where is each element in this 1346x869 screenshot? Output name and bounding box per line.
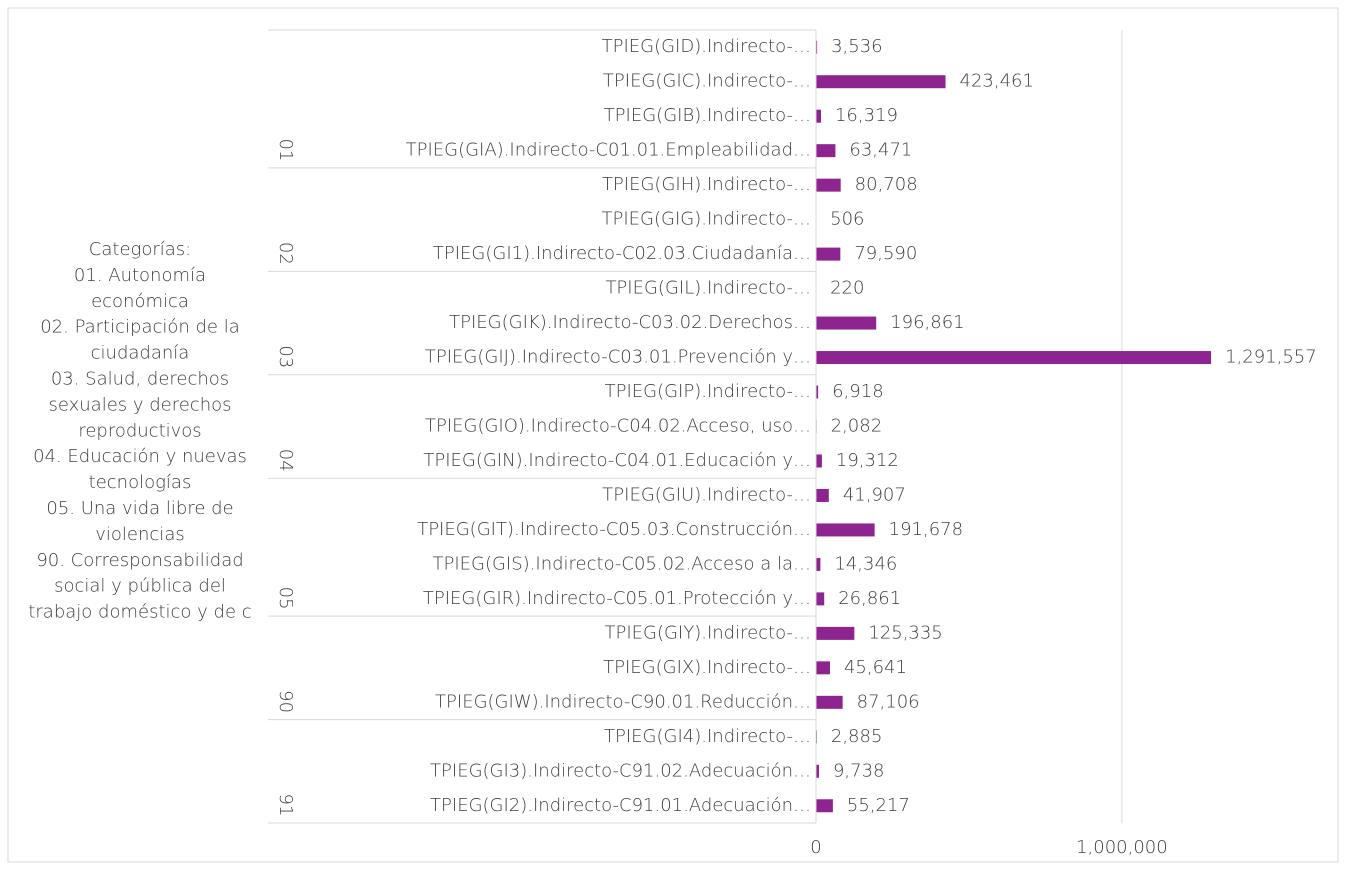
value-label: 16,319 xyxy=(835,105,898,126)
value-label: 55,217 xyxy=(847,795,910,816)
bar xyxy=(816,799,833,813)
y-tick-label: TPIEG(GIL).Indirecto-… xyxy=(605,278,811,299)
y-tick-label: TPIEG(GIC).Indirecto-… xyxy=(603,71,811,92)
side-text: Categorías: xyxy=(89,239,191,260)
y-tick-label: TPIEG(GIT).Indirecto-C05.03.Construcción… xyxy=(417,519,811,540)
y-tick-label: TPIEG(GIX).Indirecto-… xyxy=(603,657,811,678)
y-tick-label: TPIEG(GIW).Indirecto-C90.01.Reducción… xyxy=(435,691,811,712)
value-label: 196,861 xyxy=(890,312,964,333)
group-label: 02 xyxy=(275,242,296,265)
bar xyxy=(816,144,836,158)
value-label: 19,312 xyxy=(836,450,899,471)
value-label: 41,907 xyxy=(843,484,906,505)
bar xyxy=(816,488,829,502)
side-text: 90. Corresponsabilidad xyxy=(36,550,243,571)
group-label: 05 xyxy=(275,587,296,610)
y-tick-label: TPIEG(GIU).Indirecto-… xyxy=(602,484,811,505)
group-label: 01 xyxy=(275,138,296,161)
y-tick-label: TPIEG(GIR).Indirecto-C05.01.Protección y… xyxy=(423,588,811,609)
bar xyxy=(816,661,830,675)
side-text: violencias xyxy=(95,524,184,545)
side-text: ciudadanía xyxy=(91,343,190,364)
y-tick-label: TPIEG(GIN).Indirecto-C04.01.Educación y… xyxy=(423,450,811,471)
value-label: 423,461 xyxy=(960,71,1034,92)
value-label: 45,641 xyxy=(844,657,907,678)
bar xyxy=(816,764,819,778)
group-label: 03 xyxy=(275,345,296,368)
y-tick-label: TPIEG(GIS).Indirecto-C05.02.Acceso a la… xyxy=(432,553,811,574)
side-text: 02. Participación de la xyxy=(40,317,240,338)
bar xyxy=(816,178,841,192)
y-tick-label: TPIEG(GIY).Indirecto-… xyxy=(604,622,811,643)
side-text: social y pública del xyxy=(54,576,226,597)
value-label: 2,885 xyxy=(831,726,883,747)
bar xyxy=(816,247,841,261)
group-label: 90 xyxy=(275,690,296,713)
value-label: 3,536 xyxy=(831,36,883,57)
value-label: 87,106 xyxy=(857,691,920,712)
y-tick-label: TPIEG(GIK).Indirecto-C03.02.Derechos… xyxy=(449,312,811,333)
side-text: trabajo doméstico y de c xyxy=(28,602,251,623)
value-label: 14,346 xyxy=(834,553,897,574)
value-label: 220 xyxy=(830,278,864,299)
side-text: 04. Educación y nuevas xyxy=(33,446,247,467)
y-tick-label: TPIEG(GI1).Indirecto-C02.03.Ciudadanía… xyxy=(433,243,811,264)
side-text: económica xyxy=(91,291,189,312)
bar xyxy=(816,523,875,537)
value-label: 191,678 xyxy=(889,519,963,540)
bar xyxy=(816,316,877,330)
value-label: 2,082 xyxy=(831,416,883,437)
y-tick-label: TPIEG(GIJ).Indirecto-C03.01.Prevención y… xyxy=(425,347,811,368)
side-text: 03. Salud, derechos xyxy=(51,369,229,390)
y-tick-label: TPIEG(GID).Indirecto-… xyxy=(602,36,811,57)
value-label: 80,708 xyxy=(855,174,918,195)
value-label: 125,335 xyxy=(868,622,942,643)
y-tick-label: TPIEG(GI2).Indirecto-C91.01.Adecuación… xyxy=(430,795,811,816)
value-label: 6,918 xyxy=(832,381,884,402)
value-label: 63,471 xyxy=(849,140,912,161)
y-tick-label: TPIEG(GIG).Indirecto-… xyxy=(602,209,811,230)
bar xyxy=(816,40,818,54)
bar xyxy=(816,109,821,123)
side-text: sexuales y derechos xyxy=(48,394,231,415)
bar xyxy=(816,592,825,606)
group-label: 04 xyxy=(275,449,296,472)
bar xyxy=(816,351,1212,365)
value-label: 1,291,557 xyxy=(1225,347,1317,368)
bar xyxy=(816,557,821,571)
x-tick-label: 0 xyxy=(810,837,821,858)
side-text: 01. Autonomía xyxy=(74,265,206,286)
y-tick-label: TPIEG(GIP).Indirecto-… xyxy=(605,381,811,402)
y-tick-label: TPIEG(GIO).Indirecto-C04.02.Acceso, uso… xyxy=(425,416,811,437)
side-text: 05. Una vida libre de xyxy=(46,498,233,519)
bar xyxy=(816,626,855,640)
bar xyxy=(816,75,946,89)
bar xyxy=(816,454,822,468)
bar xyxy=(816,695,843,709)
value-label: 79,590 xyxy=(854,243,917,264)
bar xyxy=(816,385,819,399)
y-tick-label: TPIEG(GIH).Indirecto-… xyxy=(602,174,811,195)
side-text: tecnologías xyxy=(89,472,192,493)
group-label: 91 xyxy=(275,794,296,817)
x-tick-label: 1,000,000 xyxy=(1076,837,1168,858)
side-text: reproductivos xyxy=(78,420,201,441)
value-label: 9,738 xyxy=(833,760,885,781)
value-label: 26,861 xyxy=(838,588,901,609)
y-tick-label: TPIEG(GIB).Indirecto-… xyxy=(604,105,811,126)
y-tick-label: TPIEG(GIA).Indirecto-C01.01.Empleabilida… xyxy=(406,140,811,161)
y-tick-label: TPIEG(GI4).Indirecto-… xyxy=(604,726,811,747)
y-tick-label: TPIEG(GI3).Indirecto-C91.02.Adecuación… xyxy=(430,760,811,781)
value-label: 506 xyxy=(830,209,864,230)
